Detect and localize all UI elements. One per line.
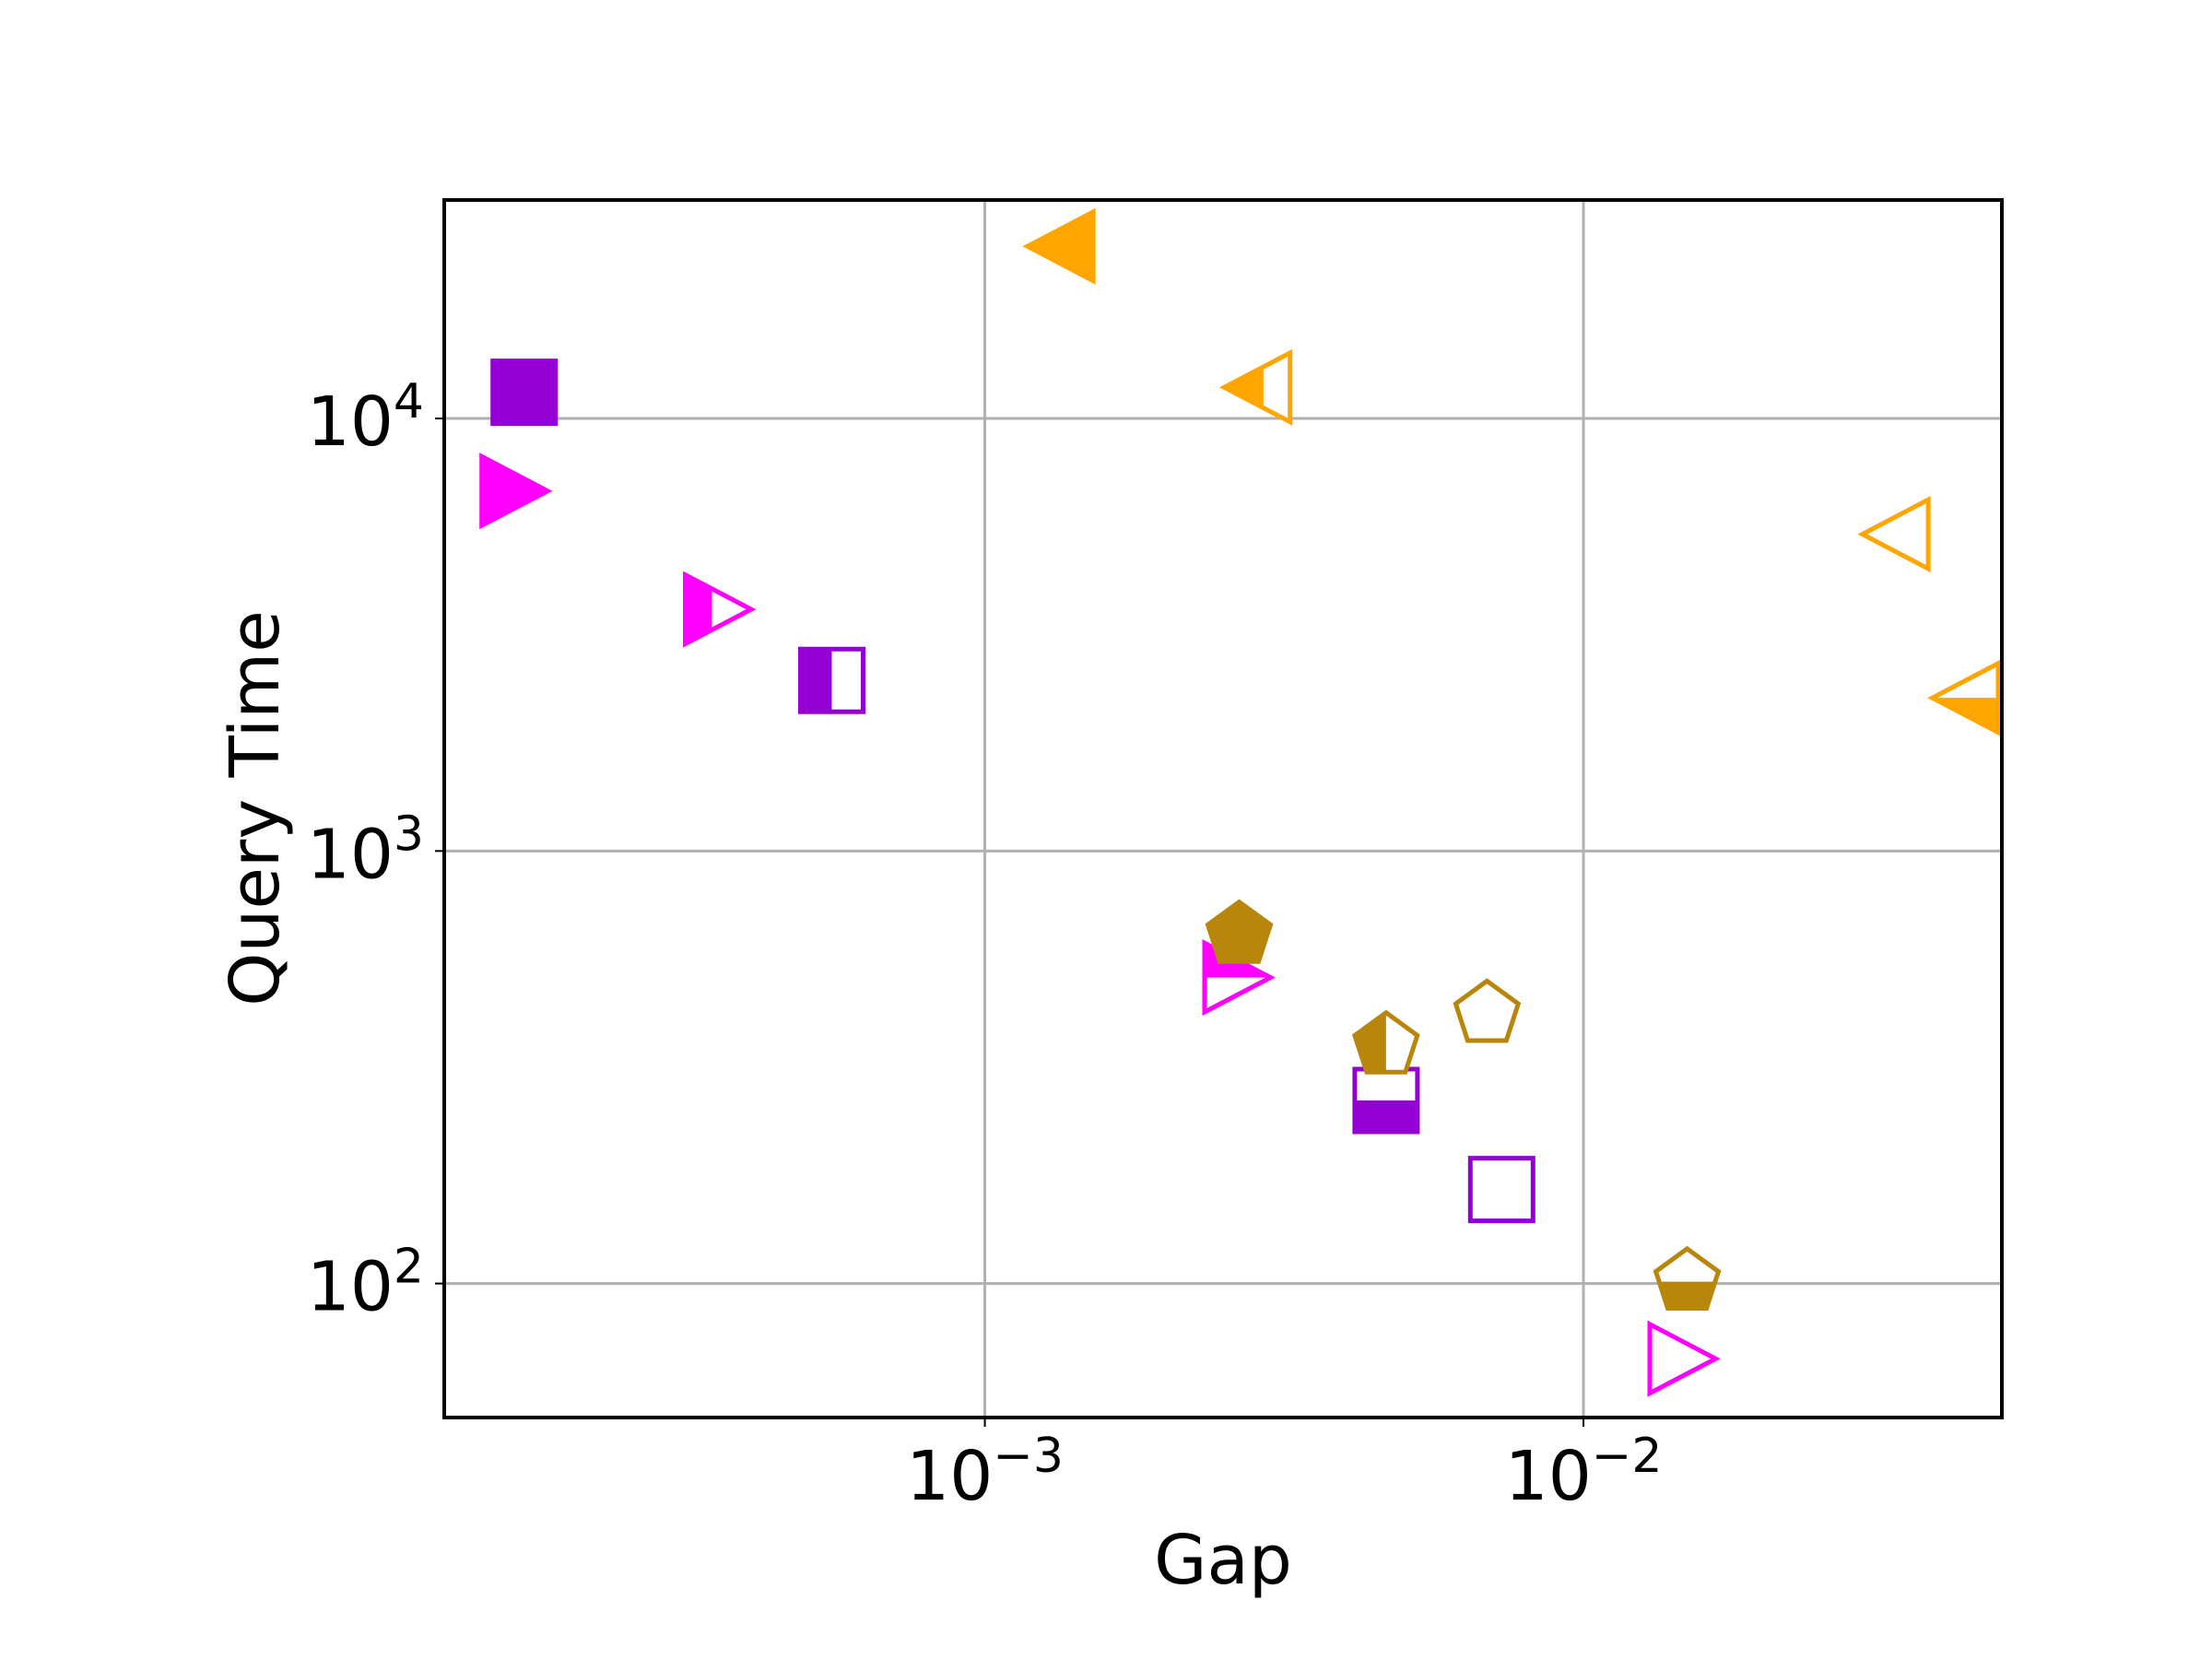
y-tick-label: 103 <box>307 806 424 894</box>
square-marker <box>798 646 865 714</box>
x-axis-ticks: 10−3 10−2 <box>906 1418 1662 1516</box>
triangle-left-marker <box>1857 496 1931 573</box>
triangle-right-marker <box>1647 1320 1721 1397</box>
pentagon-marker <box>1205 899 1274 964</box>
y-axis-label: Query Time <box>216 610 295 1006</box>
y-axis-ticks: 102 103 104 <box>307 374 444 1327</box>
plot-frame <box>442 198 2004 1419</box>
pentagon-marker <box>1351 1009 1420 1075</box>
grid-lines <box>444 200 2002 1418</box>
square-marker <box>1467 1156 1535 1224</box>
x-axis-label: Gap <box>1154 1521 1292 1600</box>
y-tick-label: 104 <box>307 374 424 462</box>
triangle-left-marker <box>1218 348 1293 426</box>
triangle-left-marker <box>1022 207 1096 285</box>
triangle-right-marker <box>683 571 757 648</box>
x-tick-label: 10−3 <box>906 1429 1064 1516</box>
x-tick-label: 10−2 <box>1505 1429 1663 1516</box>
triangle-left-marker <box>1927 659 2000 736</box>
pentagon-marker <box>1453 978 1522 1043</box>
y-tick-label: 102 <box>307 1240 424 1327</box>
pentagon-marker <box>1653 1245 1722 1311</box>
square-marker <box>1352 1066 1420 1135</box>
triangle-right-marker <box>479 453 553 530</box>
data-points <box>479 207 2000 1397</box>
square-marker <box>490 359 559 427</box>
